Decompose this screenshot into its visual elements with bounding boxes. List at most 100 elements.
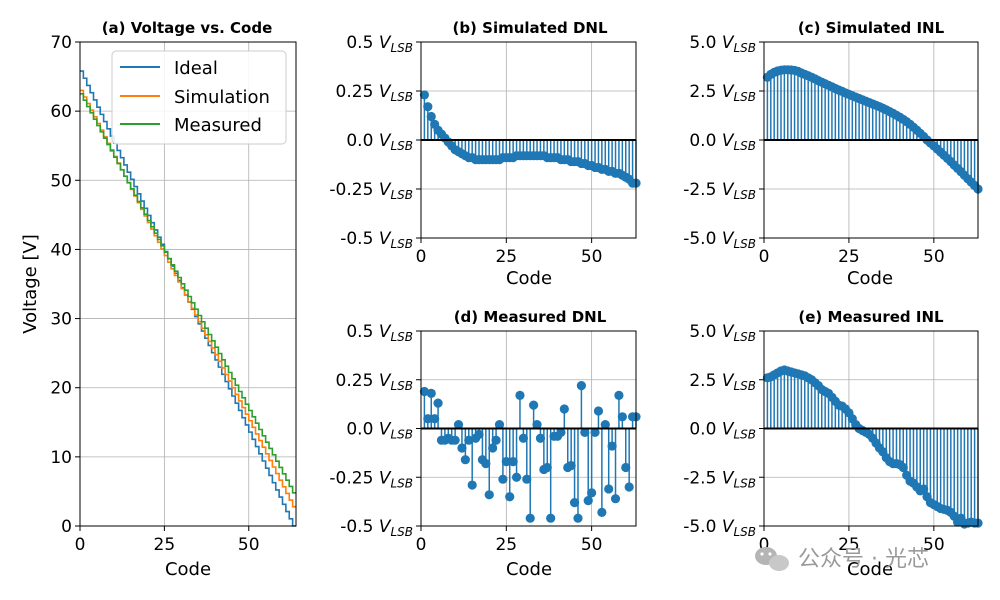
panel-d-xtick-label: 0 (416, 535, 427, 555)
stem-marker (583, 496, 593, 506)
panel-d-xtick-label: 25 (495, 535, 517, 555)
panel-e-stems (762, 365, 983, 529)
stem-marker (604, 484, 614, 494)
legend-label-measured: Measured (174, 115, 262, 136)
stem-marker (559, 404, 569, 414)
stem-marker (426, 388, 436, 398)
panel-e-frame (763, 330, 979, 527)
panel-d-ytick-label: -0.25 VLSB (329, 468, 413, 490)
stem-marker (450, 435, 460, 445)
panel-c-ytick-label: 5.0 VLSB (689, 33, 756, 55)
panel-a-ylabel: Voltage [V] (20, 234, 41, 334)
panel-b-stems (419, 90, 641, 188)
panel-b-frame (420, 41, 637, 239)
wechat-icon (755, 547, 789, 571)
stem-marker (573, 513, 583, 523)
stem-marker (511, 472, 522, 482)
panel-c-frame (763, 41, 979, 239)
stem-marker (433, 398, 443, 408)
panel-simulated-dnl: (b) Simulated DNL Code 0.5 VLSB 0.25 VLSB… (329, 19, 641, 289)
stem-marker (919, 484, 929, 494)
panel-d-frame (420, 330, 637, 527)
panel-b-ytick-label: 0.0 VLSB (346, 131, 413, 153)
stem-marker (580, 427, 590, 437)
panel-a-ticks: 0 10 20 30 40 50 60 70 0 25 50 (50, 33, 259, 555)
panel-a-ytick-label: 30 (50, 310, 72, 330)
panel-a-xtick-label: 50 (238, 535, 260, 555)
stem-marker (529, 400, 539, 410)
stem-marker (423, 414, 433, 424)
panel-c-ytick-label: 0.0 VLSB (689, 131, 756, 153)
panel-a-ytick-label: 40 (50, 240, 72, 260)
watermark: 公众号 · 光芯 (755, 547, 929, 572)
panel-d-stems (419, 381, 641, 523)
panel-a-ytick-label: 10 (50, 448, 72, 468)
stem-marker (525, 513, 535, 523)
stem-marker (556, 427, 566, 437)
panel-a-legend: Ideal Simulation Measured (111, 50, 287, 145)
stem-marker (535, 433, 546, 443)
panel-d-title: (d) Measured DNL (454, 308, 607, 326)
stem-marker (607, 441, 617, 451)
panel-b-ytick-label: -0.5 VLSB (340, 229, 413, 251)
panel-c-ytick-label: 2.5 VLSB (689, 82, 756, 104)
panel-e-xtick-label: 0 (759, 535, 770, 555)
panel-a-title: (a) Voltage vs. Code (102, 19, 273, 37)
stem-marker (508, 457, 518, 467)
panel-e-ytick-label: 2.5 VLSB (689, 371, 756, 393)
panel-c-stems (762, 65, 983, 194)
stem-marker (566, 460, 576, 471)
panel-e-xtick-label: 25 (838, 535, 860, 555)
panel-a-frame (79, 41, 297, 527)
panel-e-ytick-label: -5.0 VLSB (683, 517, 756, 539)
stem-marker (501, 457, 511, 467)
panel-b-xtick-label: 25 (495, 247, 517, 267)
panel-c-xlabel: Code (847, 268, 893, 289)
panel-a-ytick-label: 70 (50, 33, 72, 53)
stem-marker (597, 507, 607, 517)
stem-marker (423, 102, 433, 112)
stem-marker (453, 420, 464, 430)
panel-d-ytick-label: 0.25 VLSB (336, 371, 413, 393)
panel-e-ytick-label: -2.5 VLSB (683, 468, 756, 490)
stem-marker (484, 490, 494, 500)
stem-marker (587, 488, 597, 498)
stem-marker (426, 111, 436, 122)
stem-marker (546, 513, 556, 523)
panel-b-ytick-label: 0.25 VLSB (336, 82, 413, 104)
stem-marker (505, 492, 515, 502)
stem-marker (419, 90, 430, 100)
panel-e-ytick-label: 5.0 VLSB (689, 322, 756, 344)
stem-marker (600, 420, 610, 430)
panel-e-xlabel: Code (847, 559, 893, 580)
panel-measured-inl: (e) Measured INL Code 5.0 VLSB 2.5 VLSB 0.… (683, 308, 983, 580)
stem-marker (610, 494, 621, 504)
panel-c-ytick-label: -2.5 VLSB (683, 180, 756, 202)
panel-d-xlabel: Code (506, 559, 552, 580)
panel-simulated-inl: (c) Simulated INL Code 5.0 VLSB 2.5 VLSB 0… (683, 19, 983, 289)
stem-marker (474, 429, 484, 439)
stem-marker (467, 480, 477, 490)
stem-marker (542, 462, 552, 473)
stem-marker (590, 427, 600, 437)
stem-marker (494, 420, 505, 430)
panel-b-ytick-label: 0.5 VLSB (346, 33, 413, 55)
panel-b-xlabel: Code (506, 268, 552, 289)
stem-marker (460, 455, 470, 465)
stem-marker (481, 459, 491, 469)
stem-marker (617, 412, 627, 422)
legend-label-simulation: Simulation (174, 87, 270, 108)
stem-marker (624, 482, 634, 492)
watermark-text: 公众号 · 光芯 (798, 547, 929, 572)
panel-a-ytick-label: 60 (50, 102, 72, 122)
series-line-measured (80, 93, 296, 494)
stem-marker (488, 443, 498, 453)
panel-e-title: (e) Measured INL (798, 308, 944, 326)
stem-marker (593, 406, 604, 416)
panel-a-xtick-label: 25 (154, 535, 176, 555)
panel-b-xtick-label: 50 (581, 247, 603, 267)
panel-b-xtick-label: 0 (416, 247, 427, 267)
stem-marker (576, 381, 586, 391)
panel-d-ytick-label: -0.5 VLSB (340, 517, 413, 539)
panel-b-ytick-label: -0.25 VLSB (329, 180, 413, 202)
